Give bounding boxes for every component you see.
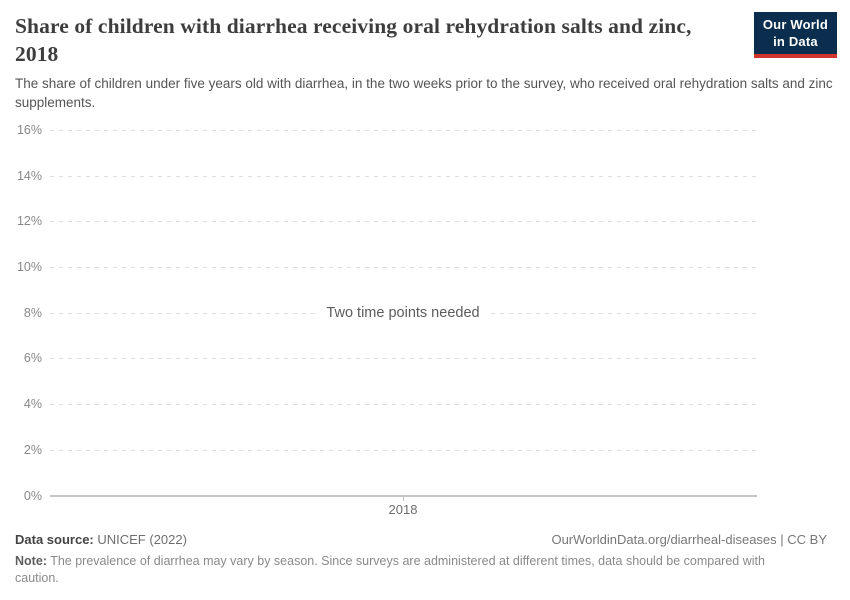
gridline	[50, 450, 757, 451]
gridline	[50, 358, 757, 359]
y-axis-tick-label: 10%	[16, 260, 42, 274]
gridline	[50, 404, 757, 405]
gridline	[50, 176, 757, 177]
gridline	[50, 267, 757, 268]
owid-logo-line2: in Data	[773, 33, 818, 49]
y-axis-tick-label: 12%	[16, 214, 42, 228]
chart-subtitle: The share of children under five years o…	[15, 76, 833, 110]
chart-plot-area: 16% 14% 12% 10% 8% 6% 4% 2%	[0, 123, 850, 520]
chart-footer: Data source: UNICEF (2022) OurWorldinDat…	[15, 532, 827, 547]
gridline	[50, 130, 757, 131]
y-axis-tick-label: 0%	[23, 489, 42, 503]
gridline	[50, 221, 757, 222]
y-axis-tick-label: 4%	[23, 397, 42, 411]
owid-logo-line1: Our World	[762, 17, 828, 32]
y-axis-tick-label: 14%	[16, 169, 42, 183]
x-axis-tick	[403, 496, 404, 501]
data-source-label: Data source:	[15, 532, 94, 547]
y-axis-tick-label: 8%	[23, 306, 42, 320]
y-axis-tick-label: 16%	[16, 123, 42, 137]
y-axis-tick-label: 2%	[23, 443, 42, 457]
y-axis-tick-label: 6%	[23, 351, 42, 365]
data-source-value: UNICEF (2022)	[93, 532, 187, 547]
data-source: Data source: UNICEF (2022)	[15, 532, 187, 547]
chart-note: Note: The prevalence of diarrhea may var…	[15, 553, 805, 588]
x-axis-tick-label: 2018	[388, 502, 418, 517]
note-text: The prevalence of diarrhea may vary by s…	[15, 554, 765, 586]
note-label: Note:	[15, 554, 47, 568]
citation-link[interactable]: OurWorldinData.org/diarrheal-diseases | …	[551, 532, 827, 547]
owid-logo[interactable]: Our World in Data	[753, 12, 837, 59]
page-title: Share of children with diarrhea receivin…	[15, 14, 692, 66]
chart-placeholder-message: Two time points needed	[316, 303, 490, 323]
